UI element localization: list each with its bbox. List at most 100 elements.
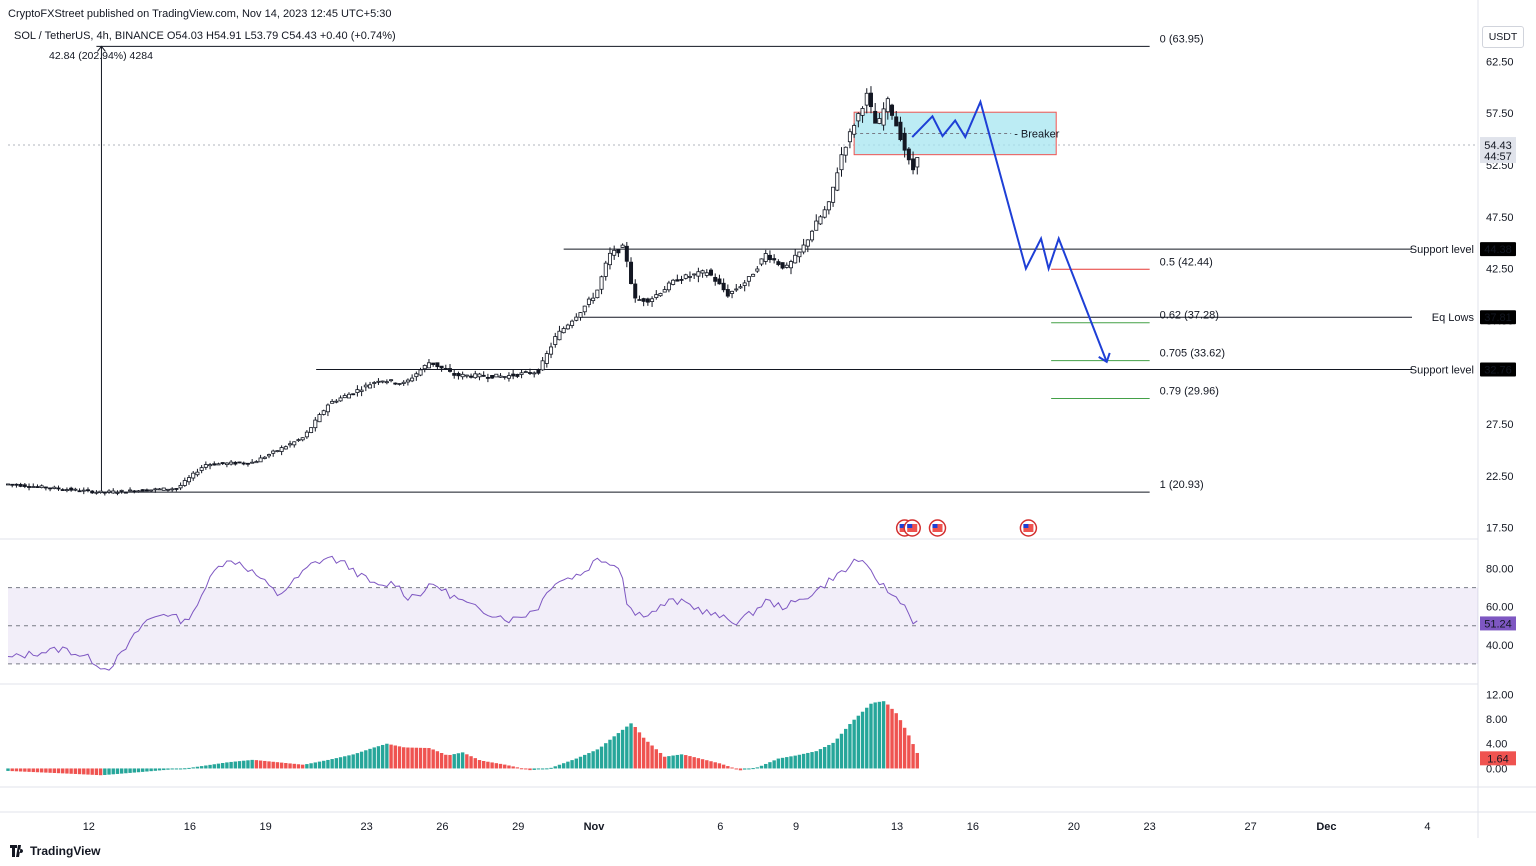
hist-bar [229, 761, 233, 769]
candle-body [641, 298, 646, 302]
candle-body [822, 209, 827, 218]
hist-bar [330, 759, 334, 769]
candle-body [372, 382, 377, 384]
hist-bar [237, 761, 242, 769]
hist-bar [810, 752, 814, 769]
candle-body [603, 262, 608, 277]
hist-bar [755, 767, 760, 769]
hist-bar [372, 747, 376, 769]
candle-body [780, 262, 785, 269]
candle-body [751, 273, 756, 277]
candle-body [700, 270, 705, 274]
hist-bar [667, 756, 671, 769]
candle-body [734, 288, 739, 291]
candle-body [877, 118, 882, 124]
hist-bar [111, 768, 115, 775]
hist-bar [263, 760, 267, 769]
candle-body [14, 483, 19, 486]
candle-body [873, 110, 878, 124]
hist-bar [772, 760, 776, 769]
candle-body [426, 362, 431, 369]
hist-bar [785, 757, 789, 769]
candle-body [843, 146, 848, 156]
time-axis-tick: 16 [967, 821, 979, 833]
candle-body [174, 488, 179, 490]
rsi-value-badge [1480, 616, 1516, 631]
hist-bar [789, 756, 793, 769]
candle-body [43, 486, 48, 489]
candle-body [77, 490, 82, 493]
candle-body [612, 249, 617, 256]
candle-body [22, 484, 27, 487]
hist-bar [225, 762, 229, 769]
us-flag-canton [932, 524, 938, 528]
hist-bar [679, 754, 684, 769]
ohlc-high: H54.91 [206, 30, 242, 42]
candle-body [317, 414, 322, 423]
candle-body [60, 489, 65, 491]
fib-level-label: 0.62 (37.28) [1160, 310, 1219, 322]
candle-body [300, 437, 305, 441]
measure-label: 42.84 (202.94%) 4284 [49, 50, 153, 62]
candle-body [233, 461, 238, 465]
symbol-name[interactable]: SOL / TetherUS, 4h, BINANCE [14, 30, 164, 42]
hist-axis-tick: 12.00 [1486, 689, 1514, 701]
candle-body [98, 490, 103, 493]
hist-bar [524, 768, 528, 770]
candle-body [368, 384, 373, 389]
hist-bar [309, 763, 313, 769]
measure-arrow-head [97, 45, 106, 52]
hist-bar [166, 768, 170, 770]
hist-bar [107, 768, 111, 775]
candle-body [906, 148, 911, 161]
hist-bar [511, 766, 515, 769]
hist-bar [456, 753, 461, 769]
candle-body [170, 488, 175, 491]
hist-bar [700, 759, 705, 769]
candle-body [746, 276, 751, 282]
rsi-axis-tick: 60.00 [1486, 602, 1514, 614]
tradingview-logo[interactable]: TradingView [10, 844, 100, 858]
hist-bar [191, 767, 195, 769]
hist-bar [296, 764, 301, 769]
candle-body [856, 113, 861, 122]
hist-bar [595, 749, 600, 769]
hist-bar [334, 758, 339, 769]
fib-level-label: 0.79 (29.96) [1160, 386, 1219, 398]
hist-bar [39, 768, 44, 773]
hist-bar [326, 759, 330, 769]
hist-bar [747, 768, 751, 770]
candle-body [85, 489, 90, 492]
candle-body [523, 371, 528, 374]
currency-button[interactable]: USDT [1482, 26, 1524, 48]
candle-body [725, 289, 730, 297]
candle-body [515, 373, 520, 377]
hist-bar [641, 737, 646, 769]
hist-bar [599, 746, 604, 769]
candle-body [18, 484, 23, 487]
candle-body [439, 365, 444, 369]
hist-bar [90, 768, 94, 775]
hist-bar [612, 736, 616, 769]
hist-bar [549, 767, 553, 769]
hist-bar [494, 763, 499, 769]
time-axis-tick: 6 [717, 821, 723, 833]
hist-value-text: 1.64 [1487, 753, 1508, 765]
hist-bar [444, 754, 448, 769]
candle-countdown: 44:57 [1484, 151, 1512, 163]
time-axis-tick: 12 [83, 821, 95, 833]
candle-body [216, 463, 221, 466]
candle-body [157, 488, 162, 491]
candle-body [565, 324, 570, 330]
candle-body [511, 373, 516, 377]
price-axis-tick: 22.50 [1486, 471, 1514, 483]
hist-bar [490, 762, 494, 769]
level-badge [1480, 242, 1516, 257]
level-badge-text: 37.81 [1484, 312, 1512, 324]
candle-body [10, 483, 15, 486]
hist-bar [267, 761, 271, 769]
hist-bar [532, 768, 536, 770]
candle-body [153, 488, 158, 491]
candle-body [208, 464, 213, 467]
